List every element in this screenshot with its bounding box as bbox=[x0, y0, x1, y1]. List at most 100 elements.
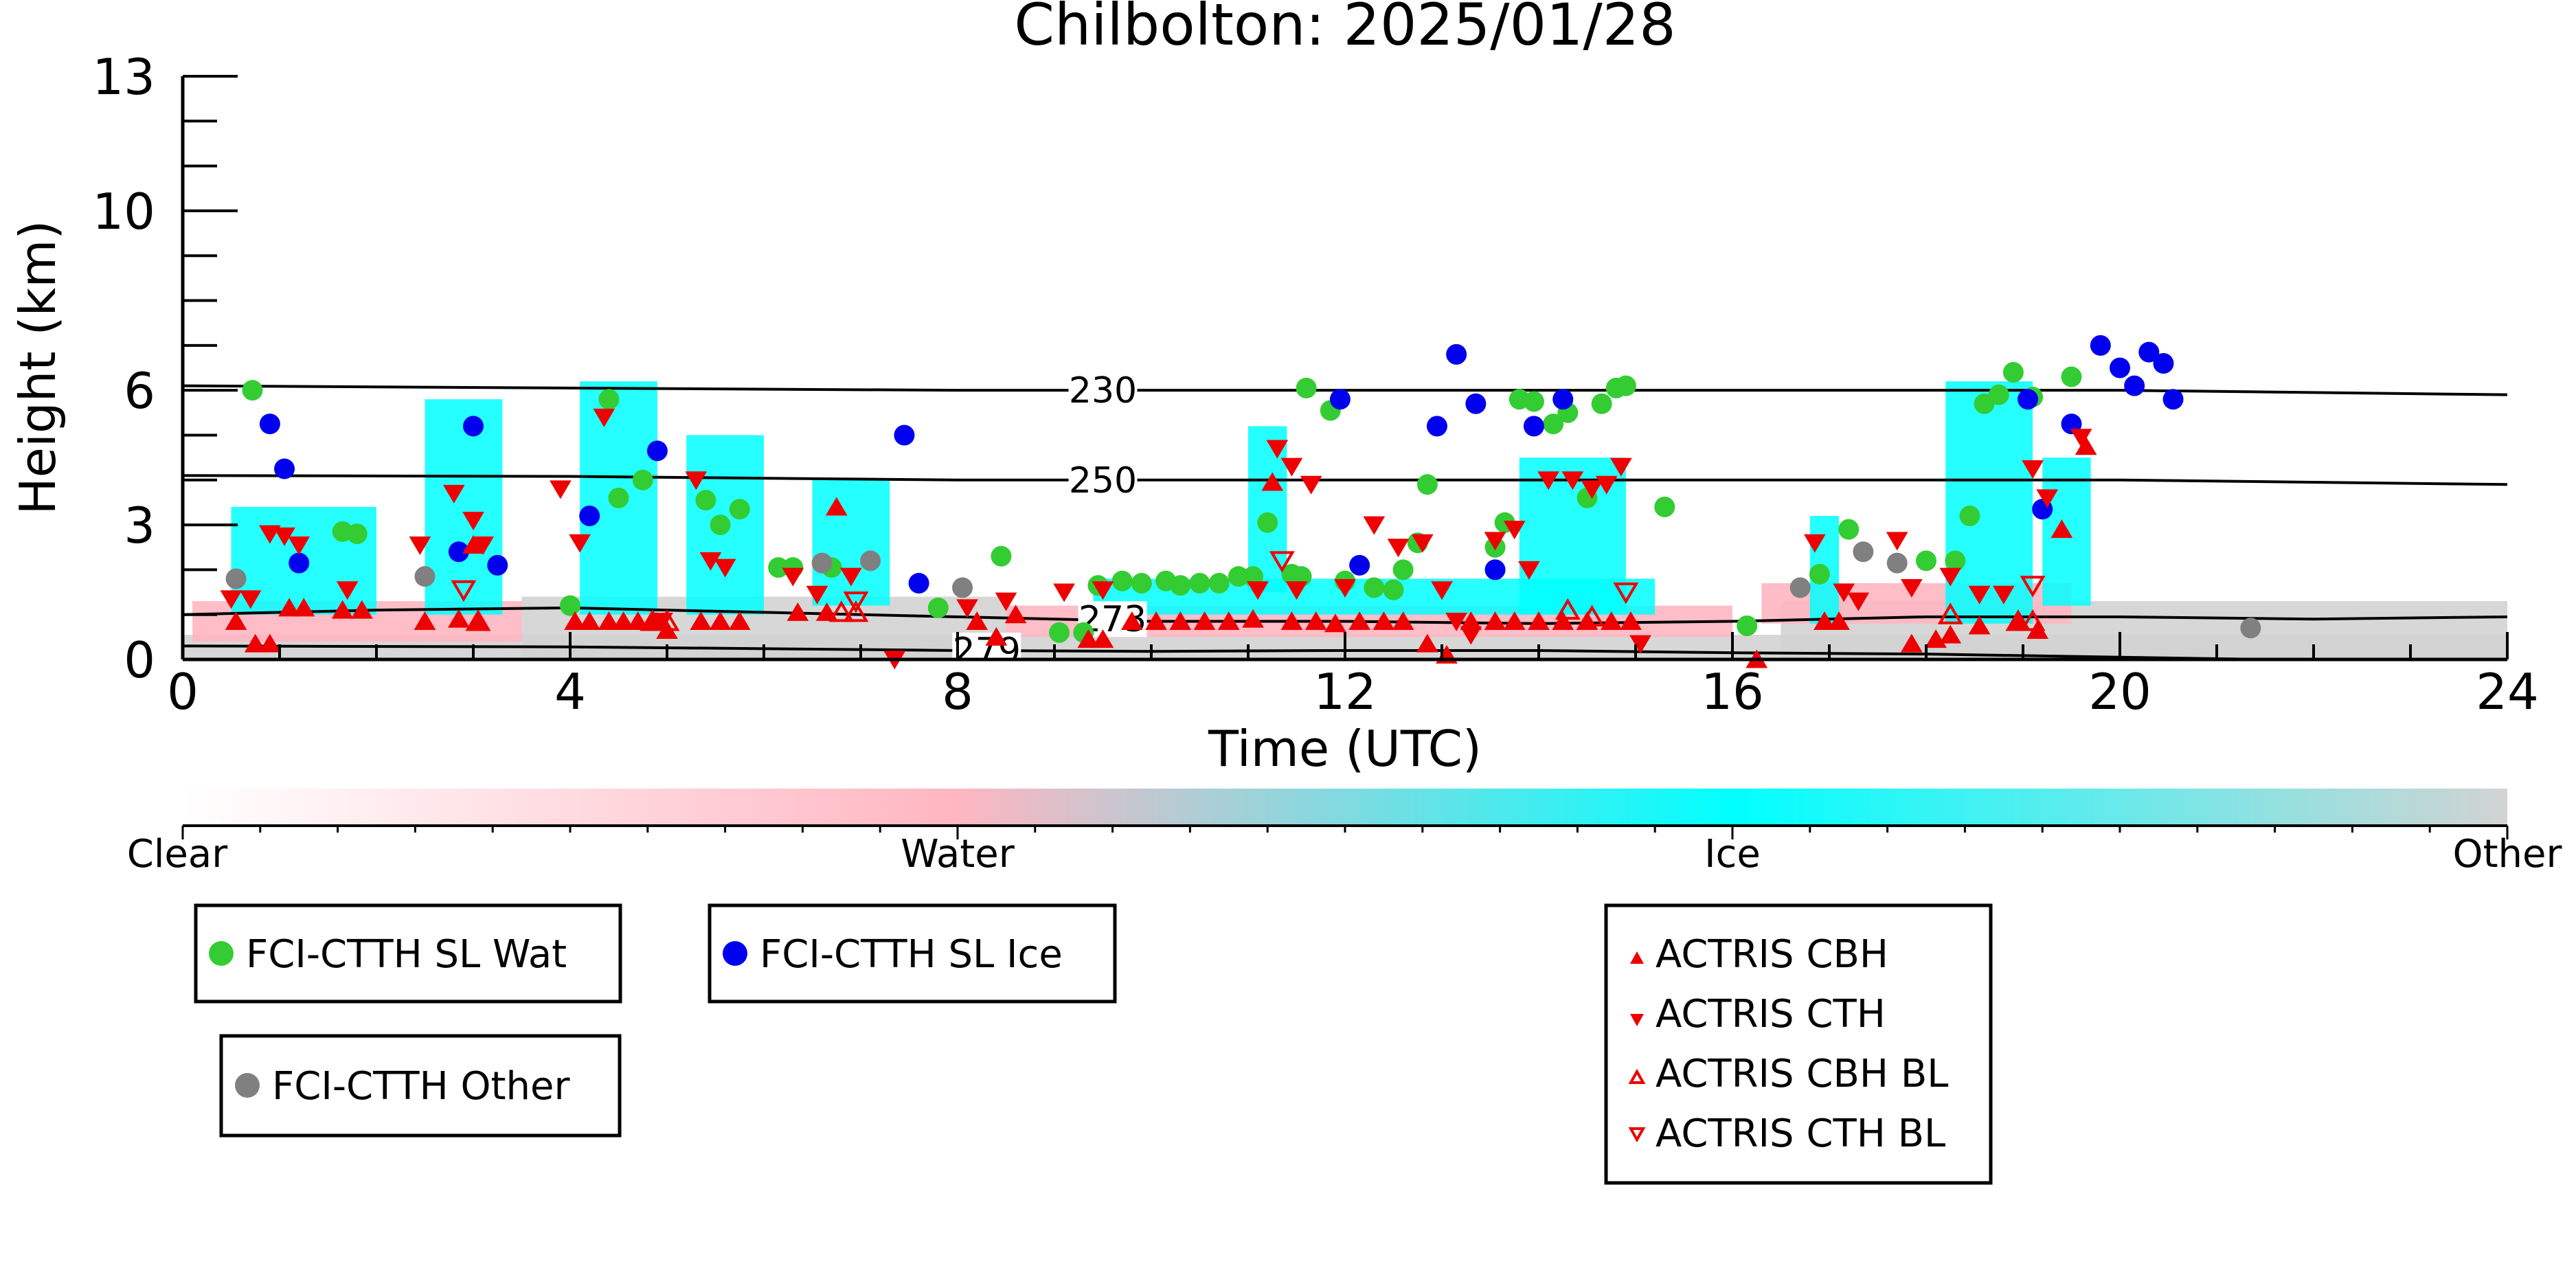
fci-ctth-other-point bbox=[414, 566, 436, 587]
actris-cth-point bbox=[569, 534, 591, 553]
actris-cbh-point bbox=[1900, 633, 1923, 653]
legend-marker-other bbox=[235, 1073, 260, 1098]
y-tick-label: 0 bbox=[124, 631, 155, 689]
legend-ice: FCI-CTTH SL Ice bbox=[708, 903, 1117, 1004]
colorbar-ticks bbox=[181, 826, 2509, 839]
fci-ctth-other-point bbox=[952, 577, 973, 598]
fci-ctth-sl-ice-point bbox=[2153, 352, 2174, 374]
colorbar-label-water: Water bbox=[901, 832, 1015, 877]
actris-cth-point bbox=[1411, 534, 1434, 553]
legend-label-cbh-bl: ACTRIS CBH BL bbox=[1656, 1052, 1948, 1096]
fci-ctth-sl-ice-point bbox=[2124, 375, 2145, 396]
legend-marker-wat bbox=[209, 941, 234, 966]
fci-ctth-sl-ice-point bbox=[2018, 389, 2039, 410]
legend-marker-ice bbox=[723, 941, 747, 966]
actris-cbh-point bbox=[1304, 611, 1327, 630]
actris-cth-point bbox=[288, 536, 310, 555]
actris-cbh-point bbox=[259, 633, 281, 653]
actris-cbh-point bbox=[1120, 611, 1143, 630]
contour-label-bg bbox=[1068, 462, 1138, 498]
legend-box bbox=[708, 903, 1117, 1004]
actris-cbh-bl-point bbox=[640, 609, 666, 631]
fci-ctth-sl-ice-point bbox=[259, 414, 280, 435]
legend-label-wat: FCI-CTTH SL Wat bbox=[246, 932, 567, 977]
fci-ctth-sl-wat-point bbox=[991, 545, 1012, 567]
actris-cbh-point bbox=[293, 598, 315, 617]
colorbar: Clear Water Ice Other bbox=[127, 789, 2562, 877]
actris-cth-bl-point bbox=[1269, 551, 1295, 573]
fci-ctth-sl-ice-point bbox=[463, 416, 484, 437]
x-tick-label: 24 bbox=[2476, 663, 2539, 721]
actris-cth-bl-point bbox=[2020, 576, 2046, 598]
actris-cbh-point bbox=[728, 611, 751, 630]
actris-cbh-bl-point bbox=[1555, 598, 1581, 620]
fci-ctth-other-point bbox=[860, 550, 881, 572]
fci-ctth-sl-wat-point bbox=[1916, 550, 1936, 572]
actris-cbh-point bbox=[1372, 611, 1395, 630]
actris-cth-point bbox=[550, 480, 572, 499]
fci-ctth-sl-wat-point bbox=[1615, 375, 1636, 396]
actris-cth-point bbox=[1518, 561, 1540, 580]
actris-cth-point bbox=[1847, 592, 1870, 611]
fci-ctth-sl-ice-point bbox=[646, 440, 668, 462]
legend-other: FCI-CTTH Other bbox=[219, 1034, 622, 1138]
actris-cbh-point bbox=[612, 611, 635, 630]
y-tick-label: 13 bbox=[92, 48, 155, 106]
actris-cbh-bl-point bbox=[654, 609, 680, 631]
actris-cth-bl-point bbox=[843, 591, 869, 613]
contour-label-bg bbox=[1068, 372, 1138, 409]
cloud-region-ice bbox=[1945, 381, 2033, 624]
actris-cbh-point bbox=[1169, 611, 1192, 630]
actris-cbh-point bbox=[1242, 609, 1264, 628]
actris-cbh-point bbox=[709, 611, 732, 630]
actris-cbh-point bbox=[350, 600, 373, 619]
fci-ctth-sl-wat-point bbox=[1416, 474, 1438, 495]
fci-ctth-sl-wat-point bbox=[1228, 566, 1249, 587]
colorbar-gradient bbox=[183, 789, 2507, 826]
fci-ctth-sl-ice-point bbox=[1329, 389, 1351, 410]
actris-cth-point bbox=[1886, 532, 1908, 551]
actris-cbh-point bbox=[1416, 633, 1438, 653]
legend-label-cbh: ACTRIS CBH bbox=[1656, 932, 1888, 977]
actris-cbh-point bbox=[1348, 611, 1371, 630]
actris-cth-point bbox=[593, 408, 615, 427]
cloud-region-ice bbox=[1248, 426, 1287, 593]
x-tick-label: 0 bbox=[167, 663, 199, 721]
fci-ctth-sl-wat-point bbox=[346, 523, 368, 545]
fci-ctth-sl-wat-point bbox=[768, 557, 789, 578]
fci-ctth-sl-ice-point bbox=[2138, 341, 2160, 363]
actris-cth-point bbox=[220, 590, 242, 609]
fci-ctth-sl-wat-point bbox=[1111, 570, 1133, 591]
legend-marker-cth-bl bbox=[1628, 1127, 1646, 1143]
actris-cbh-point bbox=[331, 600, 354, 619]
fci-ctth-sl-ice-point bbox=[1465, 393, 1487, 414]
fci-ctth-sl-wat-point bbox=[1809, 563, 1830, 585]
fci-ctth-sl-wat-point bbox=[608, 487, 629, 508]
actris-cth-point bbox=[336, 581, 359, 600]
fci-ctth-sl-ice-point bbox=[1349, 554, 1370, 576]
fci-ctth-sl-ice-point bbox=[289, 552, 310, 574]
actris-cbh-bl-point bbox=[1579, 605, 1605, 626]
legend-label-cth-bl: ACTRIS CTH BL bbox=[1656, 1111, 1945, 1156]
actris-cth-point bbox=[806, 585, 828, 605]
fci-ctth-sl-ice-point bbox=[579, 506, 600, 527]
actris-cth-point bbox=[2036, 489, 2059, 508]
fci-ctth-sl-ice-point bbox=[2162, 389, 2184, 410]
fci-ctth-sl-wat-point bbox=[1959, 506, 1980, 527]
actris-cbh-point bbox=[1280, 611, 1303, 630]
actris-cbh-point bbox=[278, 598, 300, 617]
fci-ctth-sl-wat-point bbox=[1523, 391, 1544, 412]
fci-ctth-sl-wat-point bbox=[1838, 519, 1860, 540]
actris-cth-point bbox=[1609, 457, 1632, 477]
legend-actris: ACTRIS CBH ACTRIS CTH ACTRIS CBH BL ACTR… bbox=[1604, 903, 1993, 1185]
actris-cth-point bbox=[1460, 626, 1482, 645]
actris-cbh-point bbox=[1552, 611, 1574, 630]
actris-cth-point bbox=[239, 590, 262, 609]
fci-ctth-sl-wat-point bbox=[1543, 414, 1564, 435]
fci-ctth-sl-wat-point bbox=[710, 515, 731, 536]
actris-cth-point bbox=[840, 567, 862, 587]
actris-cbh-point bbox=[1620, 611, 1642, 630]
actris-cth-point bbox=[1092, 581, 1114, 600]
fci-ctth-sl-wat-point bbox=[1296, 377, 1317, 398]
